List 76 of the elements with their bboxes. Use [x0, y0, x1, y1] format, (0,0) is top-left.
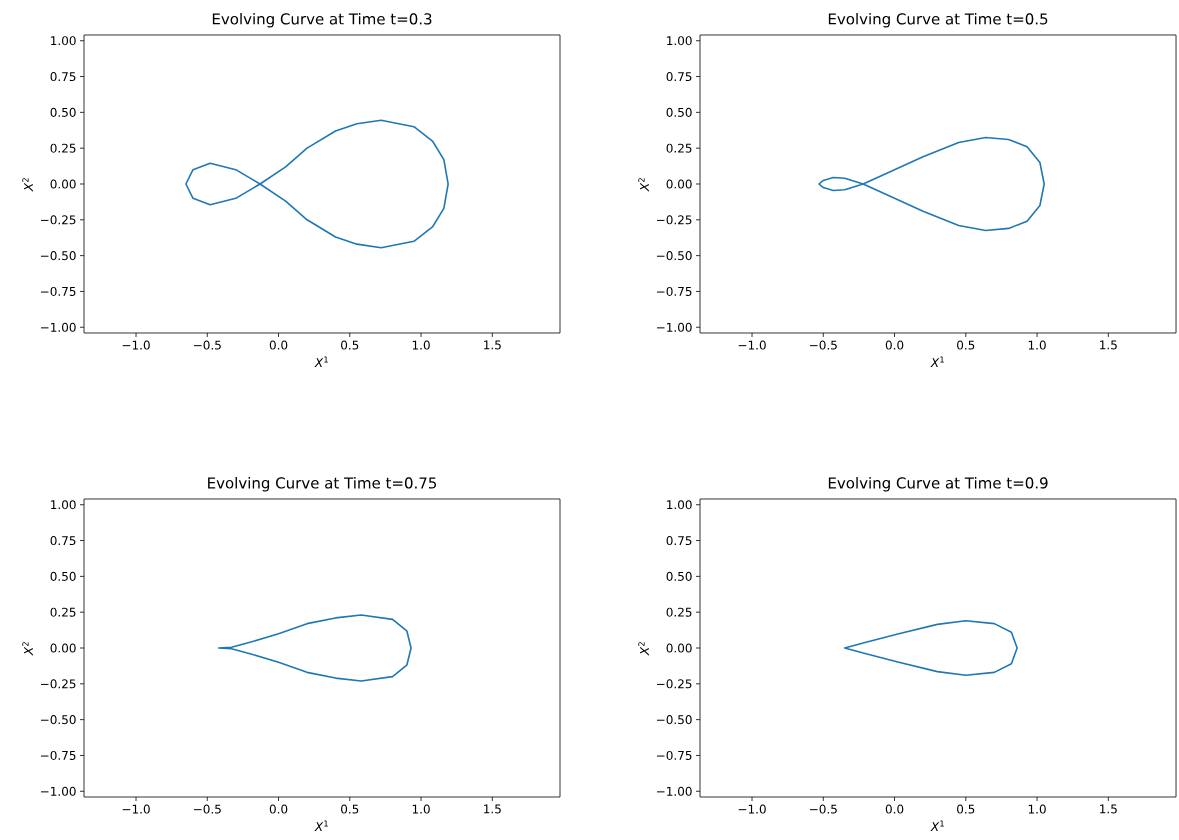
- y-axis-title: X$^{2}$: [22, 642, 33, 656]
- y-tick-label: 0.50: [50, 107, 76, 117]
- y-tick-label: −0.50: [40, 251, 76, 261]
- chart-title: Evolving Curve at Time t=0.5: [828, 12, 1048, 28]
- y-tick-label: −0.25: [40, 679, 76, 689]
- x-tick-label: −0.5: [193, 804, 221, 814]
- y-tick-label: −0.25: [656, 679, 692, 689]
- x-tick-label: 1.0: [1028, 804, 1046, 814]
- y-tick-label: 0.75: [50, 536, 76, 546]
- y-tick-label: −0.50: [656, 251, 692, 261]
- y-tick-label: 0.25: [666, 143, 692, 153]
- y-tick-label: −0.50: [40, 715, 76, 725]
- line-series: [818, 136, 1045, 232]
- y-axis-title: X$^{2}$: [638, 642, 649, 656]
- y-tick-label: 0.50: [666, 107, 692, 117]
- y-tick-label: 0.00: [50, 643, 76, 653]
- y-tick-label: 0.75: [50, 72, 76, 82]
- y-tick-label: 0.50: [666, 571, 692, 581]
- x-tick-label: 1.0: [412, 340, 430, 350]
- x-tick-label: 0.0: [269, 804, 288, 814]
- y-tick-label: 1.00: [667, 36, 692, 46]
- x-tick-label: 0.0: [269, 340, 288, 350]
- y-tick-label: −0.75: [656, 750, 692, 760]
- x-axis-title: X$^{1}$: [930, 820, 944, 831]
- x-tick-label: 0.5: [957, 340, 975, 350]
- y-tick-label: 1.00: [51, 36, 76, 46]
- y-tick-label: −0.25: [40, 215, 76, 225]
- y-axis-title: X$^{2}$: [638, 178, 649, 192]
- y-tick-label: −1.00: [40, 786, 76, 796]
- x-tick-label: −0.5: [193, 340, 221, 350]
- x-tick-label: 1.0: [412, 804, 430, 814]
- x-tick-label: −1.0: [122, 340, 150, 350]
- line-series: [217, 614, 412, 682]
- y-tick-label: 0.50: [50, 571, 76, 581]
- line-series: [843, 619, 1018, 677]
- x-tick-label: 0.5: [341, 804, 359, 814]
- y-tick-label: −0.25: [656, 215, 692, 225]
- x-tick-label: 0.0: [885, 340, 904, 350]
- y-tick-label: 0.25: [50, 607, 76, 617]
- chart-title: Evolving Curve at Time t=0.9: [828, 476, 1048, 492]
- y-tick-label: −1.00: [656, 786, 692, 796]
- y-tick-label: 0.00: [666, 179, 692, 189]
- x-axis-title: X$^{1}$: [314, 356, 328, 367]
- y-tick-label: −1.00: [656, 322, 692, 332]
- y-tick-label: −0.75: [40, 750, 76, 760]
- y-tick-label: 0.75: [666, 72, 692, 82]
- chart-title: Evolving Curve at Time t=0.3: [212, 12, 432, 28]
- y-tick-label: 0.25: [50, 143, 76, 153]
- x-tick-label: −1.0: [738, 340, 766, 350]
- x-axis-title: X$^{1}$: [930, 356, 944, 367]
- x-tick-label: 1.5: [484, 804, 501, 814]
- y-tick-label: −0.75: [40, 286, 76, 296]
- chart-title: Evolving Curve at Time t=0.75: [208, 476, 437, 492]
- x-tick-label: 1.0: [1028, 340, 1046, 350]
- x-tick-label: 0.5: [957, 804, 975, 814]
- x-tick-label: 1.5: [1100, 340, 1117, 350]
- y-tick-label: 1.00: [51, 500, 76, 510]
- y-tick-label: 0.75: [666, 536, 692, 546]
- y-tick-label: 0.25: [666, 607, 692, 617]
- y-tick-label: −0.50: [656, 715, 692, 725]
- x-tick-label: 0.5: [341, 340, 359, 350]
- x-tick-label: −1.0: [738, 804, 766, 814]
- line-series: [185, 119, 449, 249]
- y-tick-label: −0.75: [656, 286, 692, 296]
- x-tick-label: 1.5: [1100, 804, 1117, 814]
- x-tick-label: −1.0: [122, 804, 150, 814]
- y-tick-label: −1.00: [40, 322, 76, 332]
- x-tick-label: 0.0: [885, 804, 904, 814]
- y-axis-title: X$^{2}$: [22, 178, 33, 192]
- y-tick-label: 1.00: [667, 500, 692, 510]
- x-tick-label: 1.5: [484, 340, 501, 350]
- x-axis-title: X$^{1}$: [314, 820, 328, 831]
- y-tick-label: 0.00: [666, 643, 692, 653]
- x-tick-label: −0.5: [809, 804, 837, 814]
- y-tick-label: 0.00: [50, 179, 76, 189]
- x-tick-label: −0.5: [809, 340, 837, 350]
